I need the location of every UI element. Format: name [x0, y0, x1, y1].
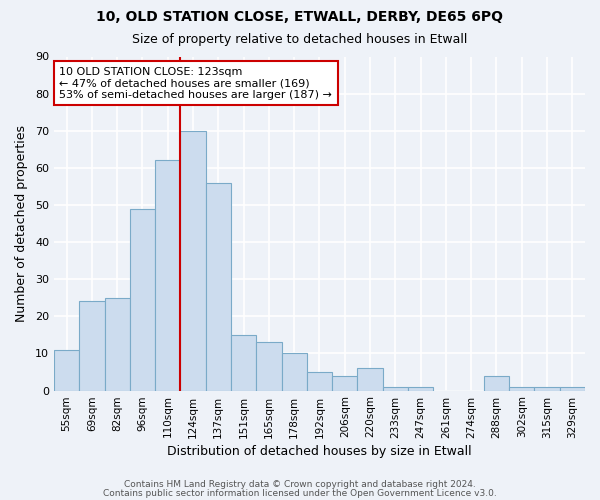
Bar: [256, 342, 281, 390]
Text: Contains public sector information licensed under the Open Government Licence v3: Contains public sector information licen…: [103, 490, 497, 498]
Bar: [281, 354, 307, 391]
Text: 10 OLD STATION CLOSE: 123sqm
← 47% of detached houses are smaller (169)
53% of s: 10 OLD STATION CLOSE: 123sqm ← 47% of de…: [59, 66, 332, 100]
Bar: [79, 302, 104, 390]
Bar: [484, 376, 509, 390]
Text: 10, OLD STATION CLOSE, ETWALL, DERBY, DE65 6PQ: 10, OLD STATION CLOSE, ETWALL, DERBY, DE…: [97, 10, 503, 24]
Bar: [206, 182, 231, 390]
Text: Contains HM Land Registry data © Crown copyright and database right 2024.: Contains HM Land Registry data © Crown c…: [124, 480, 476, 489]
Bar: [231, 335, 256, 390]
Bar: [408, 387, 433, 390]
Bar: [383, 387, 408, 390]
Bar: [560, 387, 585, 390]
Y-axis label: Number of detached properties: Number of detached properties: [15, 125, 28, 322]
Text: Size of property relative to detached houses in Etwall: Size of property relative to detached ho…: [133, 32, 467, 46]
Bar: [181, 130, 206, 390]
Bar: [535, 387, 560, 390]
Bar: [155, 160, 181, 390]
Bar: [509, 387, 535, 390]
Bar: [307, 372, 332, 390]
Bar: [54, 350, 79, 391]
Bar: [358, 368, 383, 390]
X-axis label: Distribution of detached houses by size in Etwall: Distribution of detached houses by size …: [167, 444, 472, 458]
Bar: [332, 376, 358, 390]
Bar: [130, 208, 155, 390]
Bar: [104, 298, 130, 390]
